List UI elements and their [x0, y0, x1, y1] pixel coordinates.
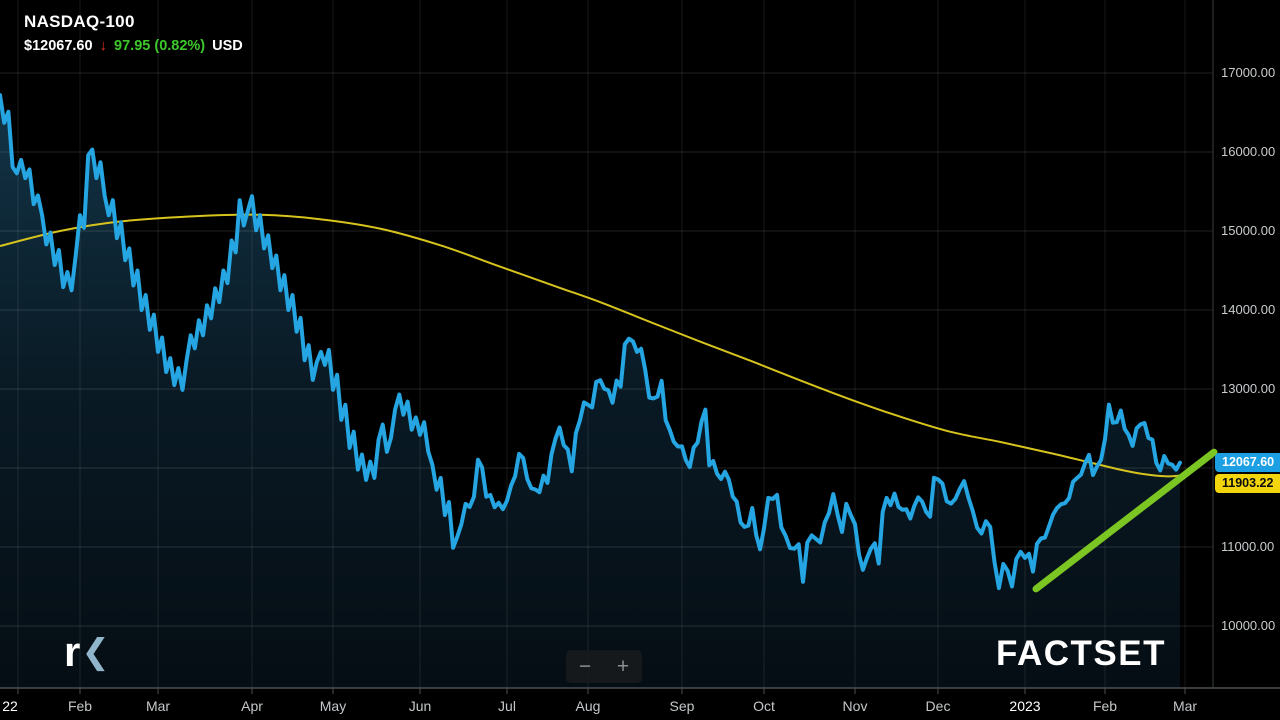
corner-logo-letter: r — [64, 628, 81, 675]
quote-row: $12067.60 ↓ 97.95 (0.82%) USD — [24, 37, 243, 54]
x-axis-month-label: May — [319, 698, 347, 714]
zoom-controls: − + — [566, 650, 642, 683]
x-axis-month-label: Apr — [241, 698, 263, 714]
last-price: $12067.60 — [24, 37, 93, 54]
y-axis-label: 16000.00 — [1221, 144, 1276, 159]
x-axis-month-label: Jun — [408, 698, 432, 714]
symbol-header: NASDAQ-100 $12067.60 ↓ 97.95 (0.82%) USD — [24, 12, 243, 54]
x-axis-year-label: 22 — [2, 698, 18, 714]
factset-logo: FACTSET — [996, 634, 1166, 673]
y-axis-label: 17000.00 — [1221, 65, 1276, 80]
x-axis-month-label: Oct — [753, 698, 775, 714]
zoom-out-button[interactable]: − — [578, 655, 592, 678]
x-axis-month-label: Dec — [925, 698, 951, 714]
y-axis-label: 13000.00 — [1221, 381, 1276, 396]
corner-logo: r ❮ — [64, 628, 110, 675]
y-axis-label: 14000.00 — [1221, 302, 1276, 317]
x-axis-month-label: Feb — [67, 698, 93, 714]
symbol-title: NASDAQ-100 — [24, 12, 135, 31]
x-axis-month-label: Nov — [842, 698, 868, 714]
x-axis-month-label: Mar — [145, 698, 171, 714]
currency-label: USD — [212, 37, 243, 54]
trend-line[interactable] — [1032, 448, 1218, 593]
y-axis-label: 15000.00 — [1221, 223, 1276, 238]
x-axis-month-label: Jul — [498, 698, 516, 714]
price-change: 97.95 (0.82%) — [114, 37, 206, 54]
x-axis-month-label: Sep — [669, 698, 695, 714]
down-arrow-icon: ↓ — [99, 37, 108, 54]
moving-average-badge: 11903.22 — [1215, 474, 1280, 493]
chevron-left-icon: ❮ — [81, 632, 110, 672]
price-line — [0, 93, 1182, 591]
price-area-fill — [0, 95, 1180, 689]
y-axis-label: 10000.00 — [1221, 618, 1276, 633]
x-axis-month-label: Mar — [1172, 698, 1198, 714]
last-price-badge: 12067.60 — [1215, 453, 1280, 472]
x-axis-month-label: Feb — [1092, 698, 1118, 714]
zoom-in-button[interactable]: + — [616, 655, 630, 678]
x-axis-year-label: 2023 — [1009, 698, 1041, 714]
y-axis-label: 11000.00 — [1221, 539, 1275, 554]
x-axis-month-label: Aug — [575, 698, 601, 714]
